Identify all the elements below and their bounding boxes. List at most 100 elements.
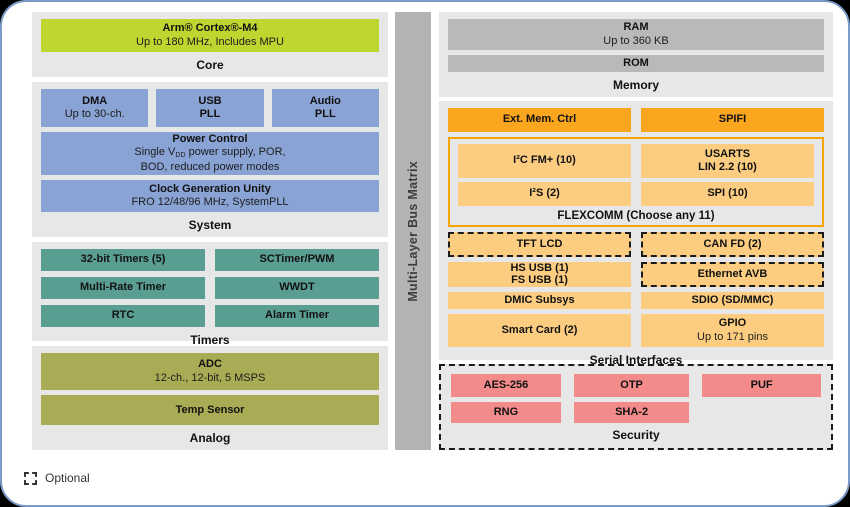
block-title: 32-bit Timers (5) bbox=[80, 253, 166, 266]
block-gpio: GPIO Up to 171 pins bbox=[641, 314, 824, 347]
block-usb-pll: USB PLL bbox=[156, 89, 264, 127]
block-wwdt: WWDT bbox=[215, 277, 379, 299]
block-temp-sensor: Temp Sensor bbox=[41, 395, 379, 425]
block-subtitle-line2: BOD, reduced power modes bbox=[140, 160, 280, 173]
block-sha-2: SHA-2 bbox=[573, 402, 690, 423]
block-dma: DMA Up to 30-ch. bbox=[41, 89, 149, 127]
block-title: WWDT bbox=[279, 281, 315, 294]
block-power-control: Power Control Single VDD power supply, P… bbox=[41, 132, 379, 176]
section-memory: RAM Up to 360 KB ROM Memory bbox=[439, 12, 833, 97]
section-label-timers: Timers bbox=[190, 333, 230, 347]
block-usarts: USARTS LIN 2.2 (10) bbox=[641, 144, 814, 178]
block-title: Alarm Timer bbox=[265, 309, 329, 322]
block-subtitle: Up to 360 KB bbox=[603, 34, 669, 47]
section-label-memory: Memory bbox=[612, 78, 659, 92]
block-rtc: RTC bbox=[41, 305, 205, 327]
block-ethernet-avb: Ethernet AVB bbox=[641, 262, 824, 287]
flexcomm-group: I²C FM+ (10) USARTS LIN 2.2 (10) I²S (2)… bbox=[448, 137, 824, 227]
block-tft-lcd: TFT LCD bbox=[448, 232, 631, 257]
block-ext-mem-ctrl: Ext. Mem. Ctrl bbox=[448, 108, 631, 132]
block-title: RAM bbox=[623, 21, 649, 34]
block-smart-card: Smart Card (2) bbox=[448, 314, 631, 347]
block-title-line2: PLL bbox=[199, 108, 221, 120]
block-title-line2: PLL bbox=[314, 108, 336, 120]
block-puf: PUF bbox=[702, 374, 821, 397]
block-spi: SPI (10) bbox=[641, 182, 814, 206]
section-label-analog: Analog bbox=[189, 431, 231, 445]
section-label-core: Core bbox=[196, 58, 224, 72]
block-title: CAN FD (2) bbox=[703, 237, 762, 250]
block-title: USB bbox=[198, 94, 222, 107]
block-audio-pll: Audio PLL bbox=[271, 89, 379, 127]
block-title: HS USB (1) bbox=[510, 261, 569, 274]
block-aes-256: AES-256 bbox=[451, 374, 561, 397]
block-title: Power Control bbox=[172, 132, 248, 145]
block-title: OTP bbox=[620, 378, 643, 391]
block-title: SCTimer/PWM bbox=[259, 253, 335, 266]
block-subtitle: Up to 171 pins bbox=[697, 330, 768, 343]
block-sdio: SDIO (SD/MMC) bbox=[641, 292, 824, 309]
block-title: Smart Card (2) bbox=[501, 323, 578, 336]
section-timers: 32-bit Timers (5) SCTimer/PWM Multi-Rate… bbox=[32, 242, 388, 347]
block-title: Ext. Mem. Ctrl bbox=[502, 113, 577, 126]
block-title: PUF bbox=[750, 378, 773, 391]
block-title: SHA-2 bbox=[615, 405, 649, 418]
block-title: USARTS bbox=[704, 147, 751, 160]
multi-layer-bus-matrix-bar: Multi-Layer Bus Matrix bbox=[395, 12, 431, 450]
block-title: ADC bbox=[198, 358, 222, 371]
block-title: Audio bbox=[309, 94, 341, 107]
optional-dashed-box-icon bbox=[24, 471, 37, 485]
section-label-system: System bbox=[188, 218, 232, 232]
block-title: Ethernet AVB bbox=[697, 267, 768, 280]
block-ram: RAM Up to 360 KB bbox=[448, 19, 824, 51]
block-adc: ADC 12-ch., 12-bit, 5 MSPS bbox=[41, 353, 379, 391]
block-title: SDIO (SD/MMC) bbox=[691, 293, 774, 306]
section-analog: ADC 12-ch., 12-bit, 5 MSPS Temp Sensor A… bbox=[32, 346, 388, 450]
block-clock-generation: Clock Generation Unity FRO 12/48/96 MHz,… bbox=[41, 180, 379, 212]
section-serial-interfaces: Ext. Mem. Ctrl SPIFI I²C FM+ (10) USARTS… bbox=[439, 101, 833, 367]
block-subtitle: Single VDD power supply, POR, bbox=[134, 146, 286, 160]
block-subtitle: FRO 12/48/96 MHz, SystemPLL bbox=[131, 196, 289, 209]
optional-legend: Optional bbox=[24, 471, 90, 485]
block-title: DMA bbox=[82, 94, 108, 107]
block-subtitle: Up to 180 MHz, Includes MPU bbox=[136, 35, 284, 48]
block-title: GPIO bbox=[718, 317, 747, 330]
block-spifi: SPIFI bbox=[641, 108, 824, 132]
block-rom: ROM bbox=[448, 55, 824, 72]
flexcomm-label: FLEXCOMM (Choose any 11) bbox=[557, 210, 715, 222]
section-security: AES-256 OTP PUF RNG SHA-2 Security bbox=[439, 364, 833, 450]
section-label-security: Security bbox=[612, 428, 660, 442]
block-hs-fs-usb: HS USB (1) FS USB (1) bbox=[448, 262, 631, 287]
block-title: I²C FM+ (10) bbox=[513, 154, 576, 167]
section-system: DMA Up to 30-ch. USB PLL Audio PLL Power… bbox=[32, 82, 388, 237]
block-title: RNG bbox=[493, 405, 519, 418]
block-multi-rate-timer: Multi-Rate Timer bbox=[41, 277, 205, 299]
block-title: Temp Sensor bbox=[175, 403, 245, 416]
block-sctimer-pwm: SCTimer/PWM bbox=[215, 249, 379, 271]
block-32bit-timers: 32-bit Timers (5) bbox=[41, 249, 205, 271]
left-column: Arm® Cortex®-M4 Up to 180 MHz, Includes … bbox=[32, 12, 388, 450]
block-title-line2: FS USB (1) bbox=[511, 273, 568, 286]
block-alarm-timer: Alarm Timer bbox=[215, 305, 379, 327]
block-title: SPIFI bbox=[718, 113, 747, 126]
block-can-fd: CAN FD (2) bbox=[641, 232, 824, 257]
block-title: ROM bbox=[623, 57, 649, 70]
block-subtitle: Up to 30-ch. bbox=[64, 108, 125, 120]
block-title: RTC bbox=[111, 309, 135, 322]
block-title: SPI (10) bbox=[707, 187, 748, 200]
block-i2s: I²S (2) bbox=[458, 182, 631, 206]
block-arm-cortex-m4: Arm® Cortex®-M4 Up to 180 MHz, Includes … bbox=[41, 19, 379, 52]
block-subtitle: 12-ch., 12-bit, 5 MSPS bbox=[154, 371, 266, 384]
bus-matrix-label: Multi-Layer Bus Matrix bbox=[406, 160, 420, 302]
section-label-serial-interfaces: Serial Interfaces bbox=[589, 353, 683, 367]
block-title: Clock Generation Unity bbox=[149, 182, 271, 195]
block-title-line2: LIN 2.2 (10) bbox=[698, 161, 757, 173]
block-title: DMIC Subsys bbox=[504, 293, 575, 306]
optional-legend-label: Optional bbox=[45, 471, 90, 485]
block-title: AES-256 bbox=[483, 378, 529, 391]
block-title: Arm® Cortex®-M4 bbox=[162, 22, 258, 35]
section-core: Arm® Cortex®-M4 Up to 180 MHz, Includes … bbox=[32, 12, 388, 77]
block-title: Multi-Rate Timer bbox=[80, 281, 166, 294]
block-dmic-subsys: DMIC Subsys bbox=[448, 292, 631, 309]
